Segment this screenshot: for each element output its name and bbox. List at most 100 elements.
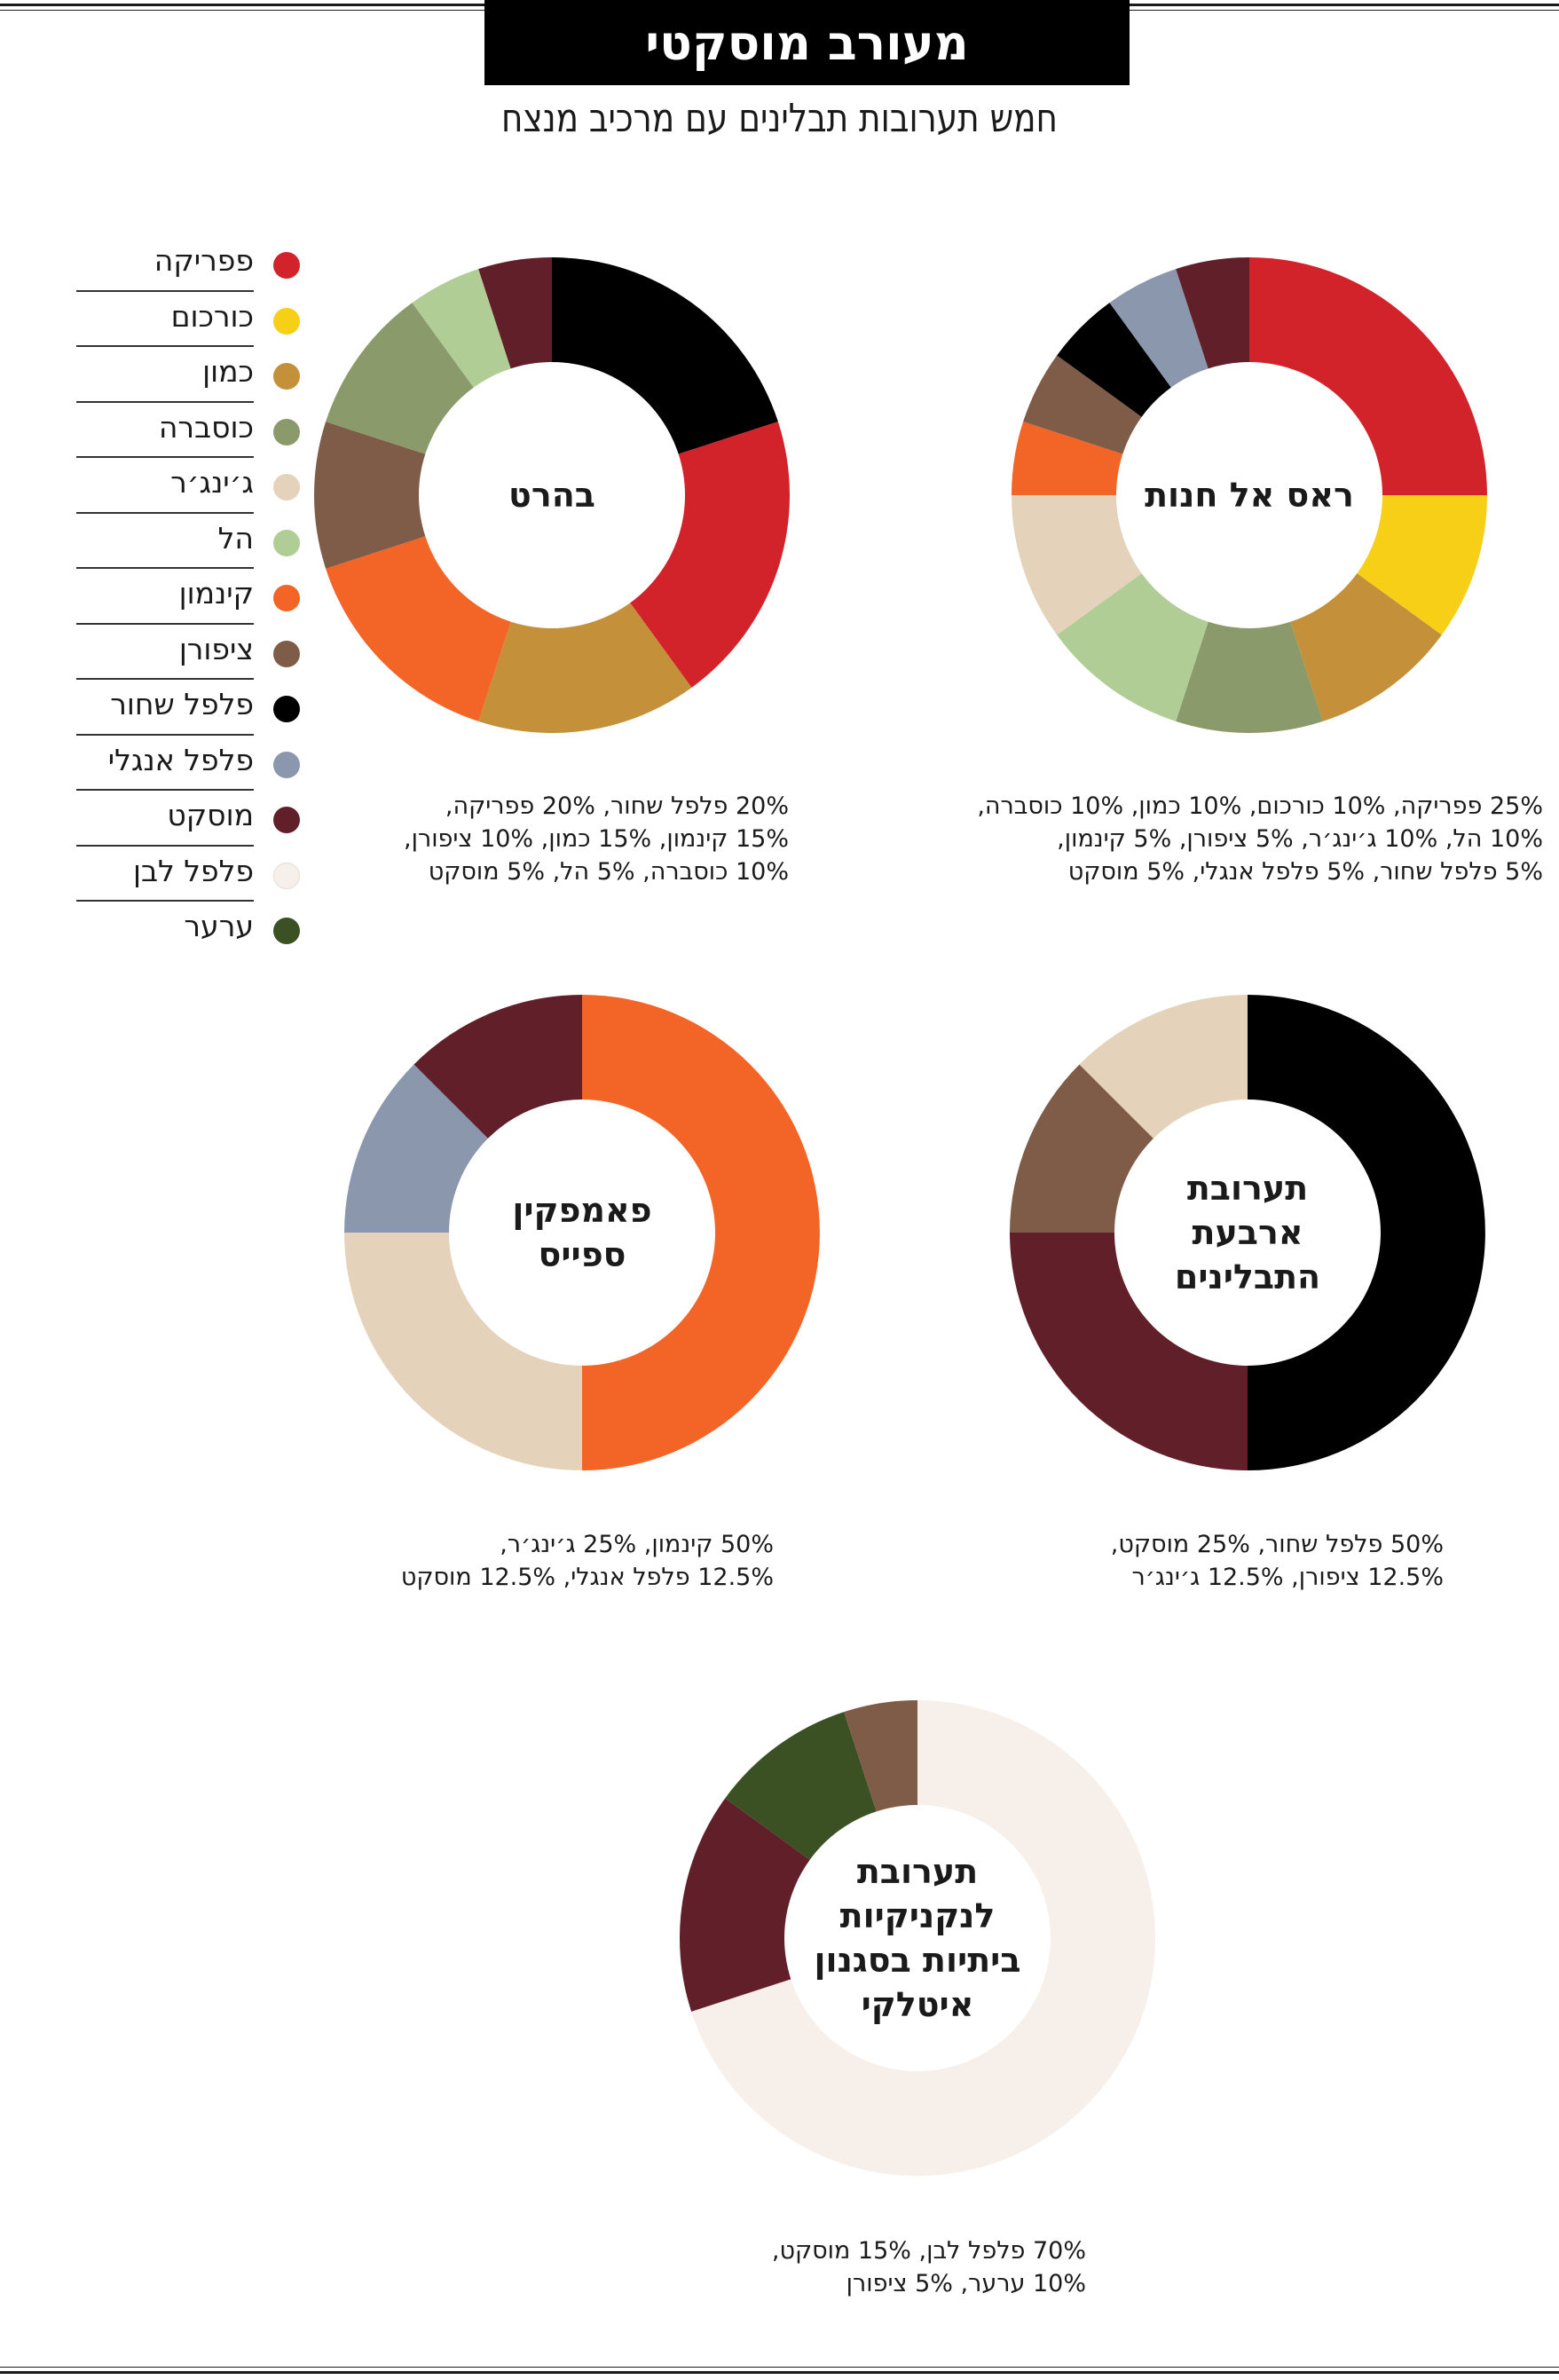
- chart-title-line: ספייס: [538, 1235, 626, 1274]
- chart-center-label-baharat: בהרט: [397, 340, 707, 650]
- pie-slice: [326, 536, 511, 721]
- chart-title-line: ראס אל חנות: [1145, 476, 1354, 515]
- chart-center-label-quatre-epices: תערובת ארבעת התבלינים: [1092, 1077, 1403, 1388]
- legend-swatch: [273, 807, 300, 833]
- legend-item: מוסקט: [76, 791, 300, 847]
- legend-item: ג׳ינג׳ר: [76, 458, 300, 514]
- legend-item: פלפל אנגלי: [76, 736, 300, 791]
- pie-slice: [680, 1798, 810, 2012]
- pie-slice: [1176, 257, 1249, 369]
- chart-caption-line: 10% הל, 10% ג׳ינג׳ר, 5% ציפורן, 5% קינמו…: [1057, 825, 1543, 853]
- chart-title-line: לנקניקיות: [839, 1896, 996, 1935]
- pie-slice: [1079, 995, 1248, 1139]
- chart-caption-line: 50% פלפל שחור, 25% מוסקט,: [1110, 1531, 1444, 1558]
- legend-item: כוסברה: [76, 403, 300, 458]
- legend-label: ציפורן: [178, 631, 254, 666]
- legend-label: פלפל שחור: [110, 687, 254, 721]
- pie-slice: [314, 422, 426, 569]
- legend: פפריקה כורכום כמון כוסברה ג׳ינג׳ר הל קינמון ציפ…: [23, 236, 300, 958]
- legend-swatch: [273, 640, 300, 667]
- legend-label: כמון: [202, 354, 254, 389]
- pie-slice: [413, 995, 582, 1139]
- chart-caption-line: 20% פלפל שחור, 20% פפריקה,: [445, 792, 789, 820]
- legend-item: הל: [76, 514, 300, 569]
- chart-pumpkin-spice: [344, 995, 820, 1470]
- pie-slice: [1109, 269, 1209, 388]
- pie-slice: [582, 995, 820, 1470]
- chart-baharat: [314, 257, 790, 733]
- legend-swatch: [273, 918, 300, 944]
- legend-swatch: [273, 418, 300, 445]
- legend-label: מוסקט: [167, 798, 254, 832]
- chart-ras-el-hanout: [1012, 257, 1487, 733]
- page-title: מעורב מוסקטי: [484, 0, 1130, 85]
- pie-slice: [478, 603, 692, 733]
- chart-center-label-ras-el-hanout: ראס אל חנות: [1094, 340, 1405, 650]
- pie-slice: [1057, 573, 1209, 721]
- chart-quatre-epices: [1010, 995, 1485, 1470]
- chart-caption-line: 70% פלפל לבן, 15% מוסקט,: [771, 2237, 1086, 2265]
- pie-slice: [326, 303, 474, 454]
- legend-label: פלפל לבן: [132, 853, 254, 888]
- pie-slice: [844, 1700, 917, 1812]
- legend-label: קינמון: [178, 576, 254, 611]
- pie-slice: [1012, 495, 1142, 635]
- pie-slice: [725, 1712, 877, 1860]
- pie-slice: [1010, 1064, 1154, 1233]
- legend-swatch: [273, 529, 300, 556]
- legend-item: ציפורן: [76, 625, 300, 680]
- chart-caption-line: 5% פלפל שחור, 5% פלפל אנגלי, 5% מוסקט: [1067, 858, 1543, 886]
- pie-slice: [552, 257, 778, 454]
- legend-swatch: [273, 751, 300, 778]
- legend-swatch: [273, 696, 300, 722]
- pie-slice: [344, 1233, 582, 1470]
- pie-slice: [1012, 422, 1123, 495]
- chart-caption-ras-el-hanout: 25% פפריקה, 10% כורכום, 10% כמון, 10% כו…: [977, 790, 1543, 888]
- legend-swatch: [273, 862, 300, 889]
- pie-slice: [1357, 495, 1487, 635]
- pie-slice: [412, 269, 511, 388]
- legend-label: הל: [217, 520, 254, 556]
- chart-caption-italian-sausage: 70% פלפל לבן, 15% מוסקט, 10% ערער, 5% ציפ…: [772, 2234, 1086, 2300]
- pie-slice: [344, 1064, 488, 1233]
- pie-slice: [1057, 303, 1171, 417]
- legend-item: פלפל לבן: [76, 847, 300, 902]
- chart-title-line: פאמפקין: [512, 1191, 652, 1230]
- chart-caption-line: 12.5% פלפל אנגלי, 12.5% מוסקט: [400, 1564, 774, 1591]
- legend-item: פלפל שחור: [76, 680, 300, 736]
- pie-slice: [478, 257, 552, 369]
- legend-label: ג׳ינג׳ר: [170, 465, 254, 500]
- legend-swatch: [273, 474, 300, 500]
- chart-caption-line: 15% קינמון, 15% כמון, 10% ציפורן,: [404, 825, 789, 853]
- legend-item: ערער: [76, 902, 300, 958]
- chart-caption-pumpkin-spice: 50% קינמון, 25% ג׳ינג׳ר, 12.5% פלפל אנגלי…: [401, 1528, 774, 1594]
- chart-italian-sausage: [680, 1700, 1155, 2176]
- pie-slice: [630, 422, 790, 688]
- chart-title-line: איטלקי: [861, 1985, 974, 2024]
- legend-swatch: [273, 585, 300, 611]
- chart-caption-line: 50% קינמון, 25% ג׳ינג׳ר,: [500, 1531, 774, 1558]
- pie-slice: [691, 1700, 1155, 2176]
- pie-slice: [1023, 355, 1142, 454]
- page-subtitle: חמש תערובות תבלינים עם מרכיב מנצח: [501, 96, 1058, 141]
- pie-slice: [1248, 995, 1485, 1470]
- chart-caption-baharat: 20% פלפל שחור, 20% פפריקה, 15% קינמון, 15…: [404, 790, 789, 888]
- chart-caption-line: 12.5% ציפורן, 12.5% ג׳ינג׳ר: [1131, 1564, 1444, 1591]
- chart-title-line: התבלינים: [1174, 1257, 1321, 1296]
- legend-item: כורכום: [76, 292, 300, 347]
- chart-caption-quatre-epices: 50% פלפל שחור, 25% מוסקט, 12.5% ציפורן, 1…: [1111, 1528, 1444, 1594]
- chart-caption-line: 25% פפריקה, 10% כורכום, 10% כמון, 10% כו…: [977, 792, 1543, 820]
- legend-label: כורכום: [170, 298, 254, 334]
- chart-center-label-pumpkin-spice: פאמפקין ספייס: [427, 1077, 737, 1388]
- legend-swatch: [273, 363, 300, 390]
- bottom-rule-thin: [0, 2367, 1559, 2368]
- pie-slice: [1249, 257, 1487, 495]
- pie-slice: [1290, 573, 1442, 721]
- legend-swatch: [273, 252, 300, 279]
- pie-slice: [1010, 1233, 1248, 1470]
- chart-title-line: בהרט: [508, 476, 595, 515]
- chart-caption-line: 10% כוסברה, 5% הל, 5% מוסקט: [428, 858, 789, 886]
- page-title-text: מעורב מוסקטי: [645, 14, 969, 71]
- chart-title-line: ארבעת: [1192, 1213, 1303, 1252]
- legend-label: פלפל אנגלי: [107, 742, 254, 777]
